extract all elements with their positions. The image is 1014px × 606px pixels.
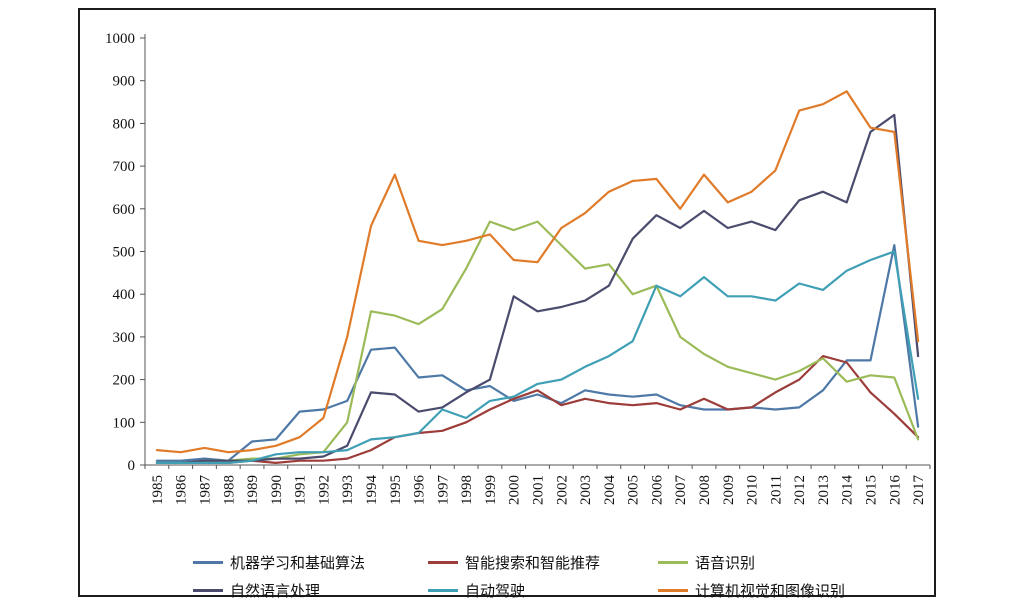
y-tick-label: 100 bbox=[113, 415, 136, 431]
x-tick-label: 1995 bbox=[388, 475, 404, 505]
series-line-0 bbox=[155, 244, 920, 462]
legend-marker-nlp bbox=[193, 588, 223, 592]
y-tick-label: 0 bbox=[128, 458, 136, 474]
series-line-5 bbox=[155, 90, 920, 454]
legend-item-nlp: 自然语言处理 bbox=[193, 578, 320, 602]
x-tick-label: 2001 bbox=[531, 475, 547, 505]
x-tick-label: 2003 bbox=[578, 475, 594, 505]
legend-item-computer-vision: 计算机视觉和图像识别 bbox=[658, 578, 845, 602]
legend-marker-computer-vision bbox=[658, 588, 688, 592]
x-tick-label: 1992 bbox=[316, 475, 332, 505]
chart-frame bbox=[78, 8, 936, 597]
x-tick-label: 2017 bbox=[911, 475, 927, 506]
x-tick-label: 2000 bbox=[507, 475, 523, 505]
legend-row-1: 机器学习和基础算法 智能搜索和智能推荐 语音识别 bbox=[0, 550, 1014, 574]
x-tick-label: 2012 bbox=[792, 475, 808, 505]
y-tick-label: 800 bbox=[113, 116, 136, 132]
x-tick-label: 2015 bbox=[864, 475, 880, 505]
y-tick-label: 600 bbox=[113, 202, 136, 218]
x-tick-label: 2010 bbox=[745, 475, 761, 505]
x-tick-label: 2014 bbox=[840, 475, 856, 506]
x-tick-label: 1997 bbox=[435, 475, 451, 506]
legend-label-computer-vision: 计算机视觉和图像识别 bbox=[695, 583, 846, 600]
x-tick-label: 1987 bbox=[197, 475, 213, 506]
x-tick-label: 1993 bbox=[340, 475, 356, 505]
legend-label-machine-learning: 机器学习和基础算法 bbox=[230, 555, 366, 572]
x-tick-label: 2006 bbox=[649, 475, 665, 506]
series-line-3 bbox=[155, 113, 920, 464]
x-tick-label: 2016 bbox=[887, 475, 903, 506]
x-tick-label: 2009 bbox=[721, 475, 737, 505]
legend-item-smart-search: 智能搜索和智能推荐 bbox=[428, 550, 600, 574]
y-tick-label: 300 bbox=[113, 330, 136, 346]
x-tick-label: 2008 bbox=[697, 475, 713, 505]
x-tick-label: 2007 bbox=[673, 475, 689, 506]
legend-label-autonomous-driving: 自动驾驶 bbox=[465, 583, 526, 600]
x-tick-label: 1999 bbox=[483, 475, 499, 505]
series-line-2 bbox=[155, 220, 920, 464]
legend-item-machine-learning: 机器学习和基础算法 bbox=[193, 550, 365, 574]
legend-row-2: 自然语言处理 自动驾驶 计算机视觉和图像识别 bbox=[0, 578, 1014, 602]
legend-item-autonomous-driving: 自动驾驶 bbox=[428, 578, 525, 602]
x-tick-label: 2005 bbox=[626, 475, 642, 505]
legend-item-speech-recognition: 语音识别 bbox=[658, 550, 755, 574]
x-tick-label: 1991 bbox=[293, 475, 309, 505]
x-tick-label: 1988 bbox=[221, 475, 237, 505]
series-line-1 bbox=[155, 355, 920, 464]
y-tick-label: 700 bbox=[113, 159, 136, 175]
x-tick-label: 1994 bbox=[364, 475, 380, 506]
y-tick-label: 1000 bbox=[105, 31, 135, 47]
x-tick-label: 1986 bbox=[174, 475, 190, 506]
legend-marker-machine-learning bbox=[193, 560, 223, 564]
x-tick-label: 1985 bbox=[150, 475, 166, 505]
legend-marker-autonomous-driving bbox=[428, 588, 458, 592]
y-tick-label: 900 bbox=[113, 74, 136, 90]
x-tick-label: 1998 bbox=[459, 475, 475, 505]
y-tick-label: 500 bbox=[113, 245, 136, 261]
x-tick-label: 2004 bbox=[602, 475, 618, 506]
x-tick-label: 2013 bbox=[816, 475, 832, 505]
legend-label-smart-search: 智能搜索和智能推荐 bbox=[465, 555, 601, 572]
y-tick-label: 400 bbox=[113, 287, 136, 303]
y-tick-label: 200 bbox=[113, 373, 136, 389]
x-tick-label: 2011 bbox=[768, 475, 784, 504]
legend-marker-speech-recognition bbox=[658, 560, 688, 564]
legend-marker-smart-search bbox=[428, 560, 458, 564]
x-tick-label: 1996 bbox=[412, 475, 428, 506]
x-tick-label: 2002 bbox=[554, 475, 570, 505]
x-tick-label: 1989 bbox=[245, 475, 261, 505]
series-line-4 bbox=[155, 250, 920, 464]
legend-label-speech-recognition: 语音识别 bbox=[695, 555, 756, 572]
x-tick-label: 1990 bbox=[269, 475, 285, 505]
legend-label-nlp: 自然语言处理 bbox=[230, 583, 321, 600]
